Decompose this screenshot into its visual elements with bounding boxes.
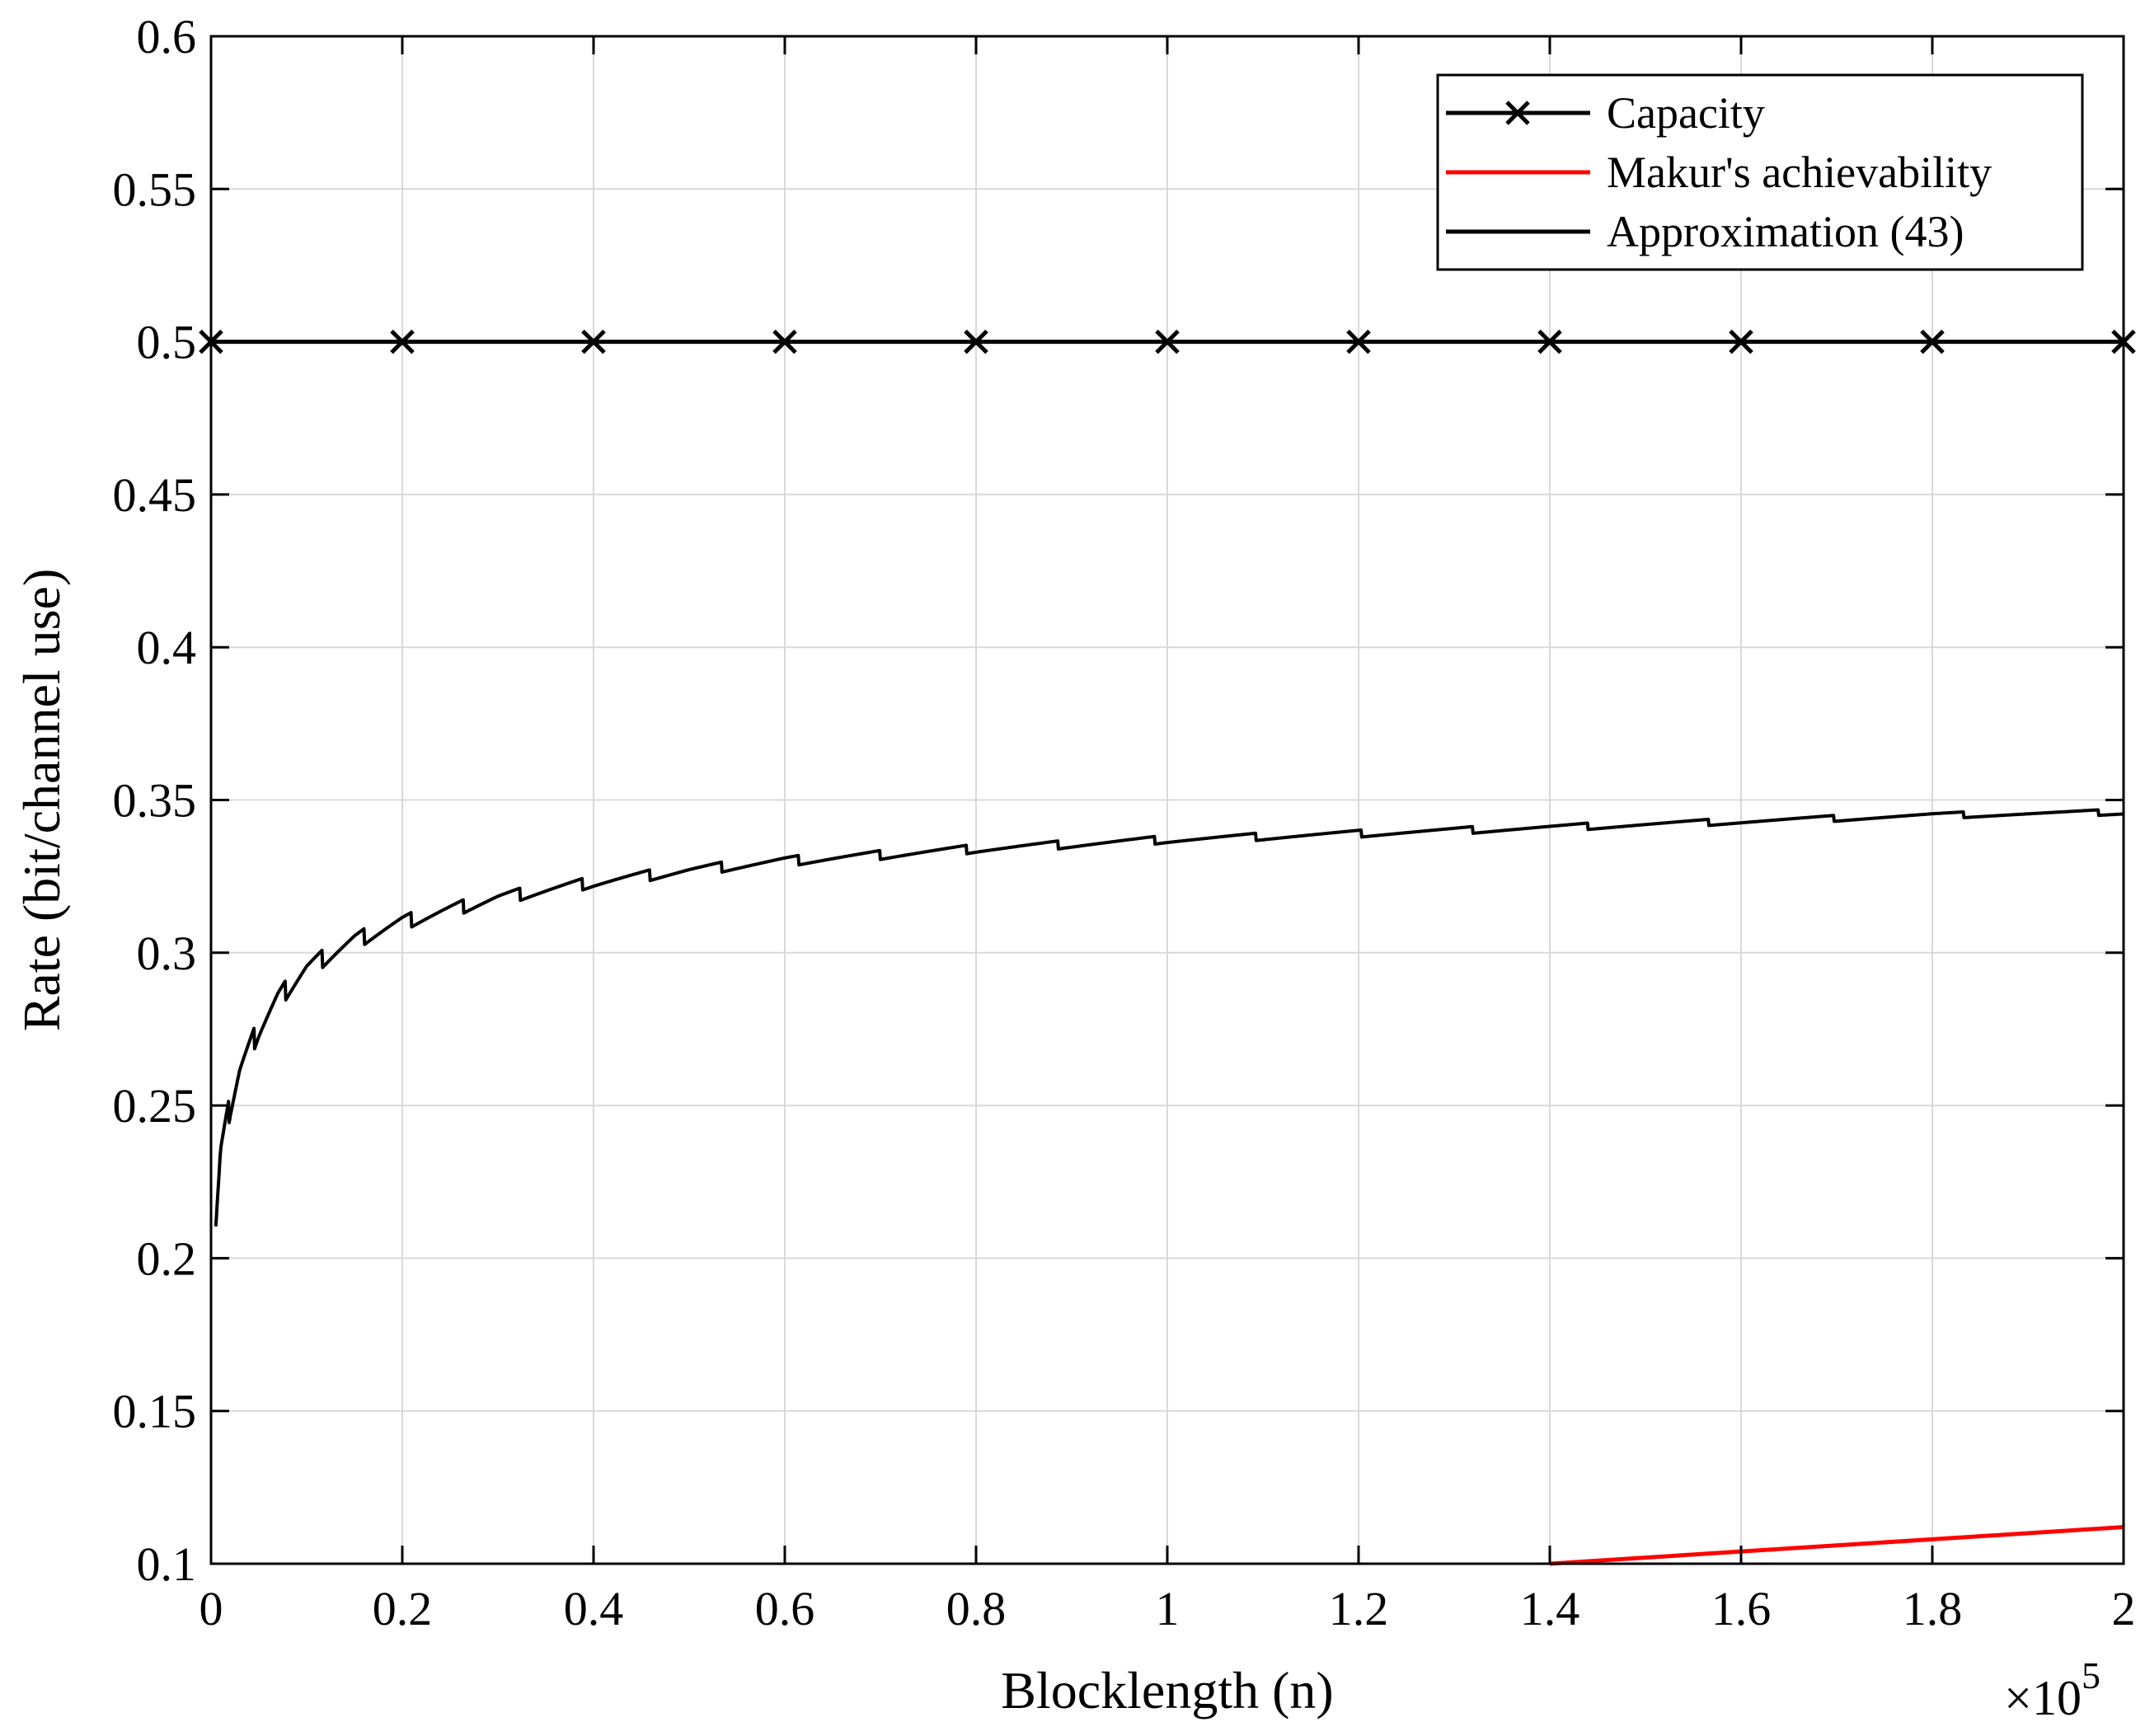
series-capacity-point (1729, 329, 1753, 354)
y-tick-label: 0.4 (137, 621, 197, 674)
y-tick-label: 0.25 (113, 1079, 197, 1133)
series-capacity-point (1537, 329, 1562, 354)
y-tick-label: 0.1 (137, 1537, 197, 1591)
x-tick-label: 2 (2112, 1582, 2136, 1635)
x-axis-multiplier: ×105 (2004, 1654, 2100, 1725)
x-tick-label: 0 (199, 1582, 223, 1635)
y-axis-label: Rate (bit/channel use) (12, 569, 71, 1032)
x-tick-label: 1.8 (1903, 1582, 1963, 1635)
legend-label: Capacity (1607, 88, 1765, 138)
ticks (209, 35, 2125, 1565)
x-marker-stroke (1505, 101, 1530, 125)
x-tick-label: 1 (1156, 1582, 1180, 1635)
y-tick-label: 0.2 (137, 1232, 197, 1285)
x-marker-stroke (1920, 329, 1945, 354)
y-tick-label: 0.6 (137, 10, 197, 63)
y-tick-label: 0.55 (113, 162, 197, 216)
y-tick-label: 0.3 (137, 927, 197, 980)
x-marker-stroke (1537, 329, 1562, 354)
x-tick-label: 1.4 (1520, 1582, 1580, 1635)
y-tick-label: 0.45 (113, 468, 197, 522)
y-tick-label: 0.35 (113, 774, 197, 828)
x-tick-label: 0.6 (755, 1582, 815, 1635)
series-capacity-point (581, 329, 606, 354)
x-marker-stroke (390, 329, 415, 354)
series-approximation-line (214, 808, 2125, 1227)
legend-label: Makur's achievability (1607, 148, 1992, 197)
x-marker-stroke (581, 329, 606, 354)
grid (211, 36, 2124, 1564)
x-axis-multiplier-base: ×10 (2004, 1671, 2082, 1725)
x-marker-stroke (772, 329, 797, 354)
series-capacity (199, 329, 2136, 354)
y-tick-label: 0.5 (137, 316, 197, 369)
x-tick-label: 1.2 (1329, 1582, 1389, 1635)
series-capacity-point (390, 329, 415, 354)
series-capacity-point (772, 329, 797, 354)
x-marker-stroke (1346, 329, 1371, 354)
legend: Capacity Makur's achievability Approximati… (1436, 73, 2084, 271)
x-axis-label: Blocklength (n) (1001, 1661, 1333, 1720)
legend-entry: Capacity (1446, 88, 1765, 138)
series-capacity-point (1155, 329, 1180, 354)
x-marker-stroke (1729, 329, 1753, 354)
series-makur-line (1549, 1525, 2124, 1566)
x-marker-stroke (964, 329, 988, 354)
series-capacity-point (964, 329, 988, 354)
series-layer (199, 329, 2136, 1566)
y-tick-label: 0.15 (113, 1385, 197, 1438)
x-tick-label: 0.2 (373, 1582, 433, 1635)
x-tick-label: 0.8 (946, 1582, 1007, 1635)
series-capacity-point (1920, 329, 1945, 354)
x-marker-stroke (1155, 329, 1180, 354)
x-tick-label: 1.6 (1711, 1582, 1772, 1635)
x-tick-label: 0.4 (564, 1582, 624, 1635)
tick-labels: 0 0.2 0.4 0.6 0.8 1 1.2 1.4 1.6 1.8 2 0.1 0.15 0.2 0.2… (113, 10, 2136, 1635)
legend-label: Approximation (43) (1607, 207, 1964, 256)
series-capacity-point (1346, 329, 1371, 354)
legend-entry: Makur's achievability (1446, 148, 1992, 197)
x-axis-multiplier-exponent: 5 (2082, 1654, 2100, 1696)
legend-entry: Approximation (43) (1446, 207, 1964, 256)
